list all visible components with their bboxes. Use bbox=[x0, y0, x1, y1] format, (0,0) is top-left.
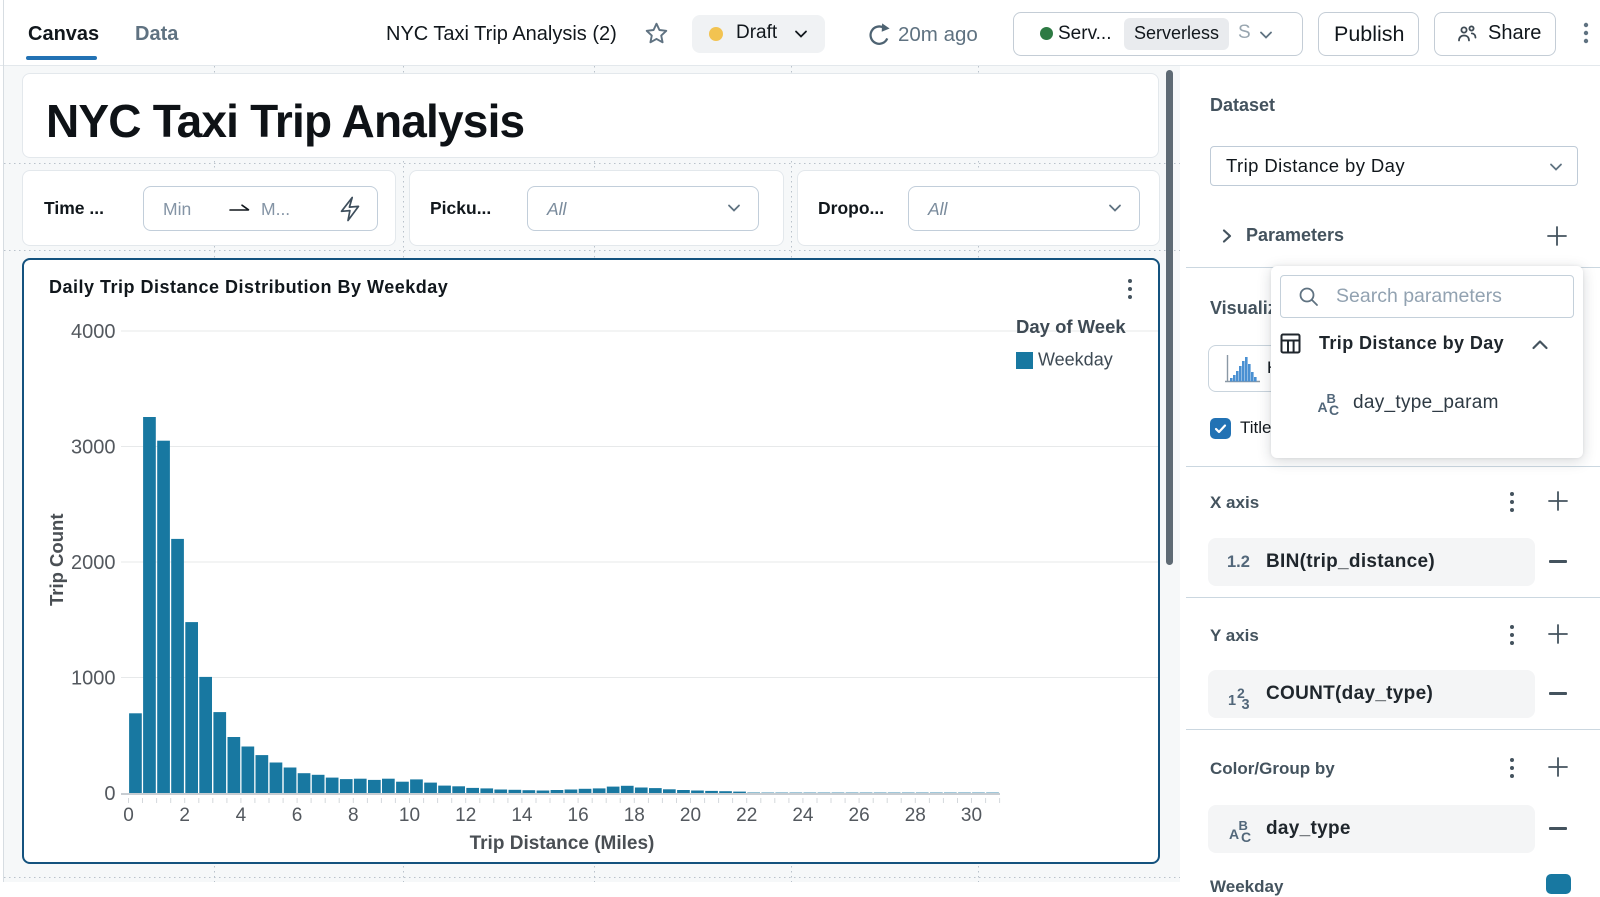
svg-text:1000: 1000 bbox=[71, 668, 116, 690]
svg-text:0: 0 bbox=[104, 783, 115, 805]
svg-text:26: 26 bbox=[849, 805, 870, 826]
svg-text:Trip Distance (Miles): Trip Distance (Miles) bbox=[470, 833, 655, 854]
svg-text:14: 14 bbox=[511, 805, 533, 826]
svg-text:20: 20 bbox=[680, 805, 701, 826]
svg-text:3000: 3000 bbox=[71, 437, 116, 459]
svg-text:24: 24 bbox=[792, 805, 814, 826]
svg-text:18: 18 bbox=[624, 805, 645, 826]
svg-text:Day of Week: Day of Week bbox=[1016, 316, 1126, 337]
svg-text:30: 30 bbox=[961, 805, 982, 826]
svg-text:Weekday: Weekday bbox=[1038, 350, 1113, 370]
svg-text:16: 16 bbox=[568, 805, 589, 826]
svg-text:0: 0 bbox=[123, 805, 134, 826]
svg-text:6: 6 bbox=[292, 805, 303, 826]
svg-text:2000: 2000 bbox=[71, 552, 116, 574]
svg-text:12: 12 bbox=[455, 805, 476, 826]
svg-text:4: 4 bbox=[236, 805, 247, 826]
svg-text:2: 2 bbox=[179, 805, 190, 826]
svg-text:22: 22 bbox=[736, 805, 757, 826]
svg-text:4000: 4000 bbox=[71, 321, 116, 343]
svg-text:10: 10 bbox=[399, 805, 420, 826]
svg-text:8: 8 bbox=[348, 805, 359, 826]
svg-text:28: 28 bbox=[905, 805, 926, 826]
